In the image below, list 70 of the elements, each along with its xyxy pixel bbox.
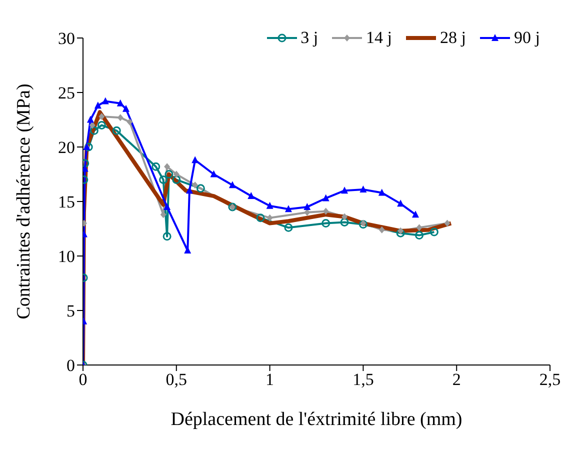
point bbox=[322, 208, 329, 215]
point bbox=[164, 202, 171, 210]
y-tick-label: 30 bbox=[58, 29, 75, 48]
point bbox=[284, 205, 292, 212]
point bbox=[341, 186, 348, 194]
point bbox=[396, 228, 405, 238]
point bbox=[102, 97, 109, 104]
point bbox=[444, 220, 450, 227]
y-tick-label: 25 bbox=[58, 84, 75, 103]
point bbox=[173, 170, 180, 178]
point bbox=[228, 181, 236, 188]
point bbox=[322, 194, 330, 202]
point bbox=[266, 202, 274, 209]
point bbox=[164, 170, 174, 178]
point bbox=[340, 218, 349, 226]
point bbox=[342, 213, 348, 220]
point bbox=[398, 227, 404, 234]
y-tick-label: 15 bbox=[58, 192, 75, 212]
y-tick-label: 0 bbox=[66, 356, 75, 376]
point bbox=[84, 142, 93, 152]
x-tick-label: 0,5 bbox=[166, 370, 188, 390]
point bbox=[397, 200, 404, 207]
x-tick-label: 1 bbox=[266, 370, 274, 390]
x-tick-label: 1,5 bbox=[352, 370, 374, 390]
point bbox=[94, 102, 102, 109]
point bbox=[304, 202, 311, 210]
x-axis-title: Déplacement de l'éxtrimité libre (mm) bbox=[170, 409, 462, 430]
point bbox=[117, 114, 124, 122]
point bbox=[159, 175, 168, 184]
point bbox=[112, 126, 121, 135]
legend-label: 14 j bbox=[366, 28, 392, 48]
point bbox=[266, 214, 273, 222]
point bbox=[192, 156, 199, 164]
point bbox=[360, 186, 367, 193]
x-tick-label: 2,5 bbox=[539, 370, 561, 390]
y-tick-label: 5 bbox=[66, 302, 75, 321]
point bbox=[98, 112, 105, 120]
x-tick-label: 0 bbox=[78, 370, 88, 390]
point bbox=[126, 118, 133, 126]
point bbox=[430, 228, 438, 236]
point bbox=[186, 186, 193, 194]
point bbox=[86, 116, 94, 123]
point bbox=[164, 163, 170, 170]
point bbox=[256, 214, 265, 222]
legend-label: 90 j bbox=[514, 28, 540, 48]
point bbox=[378, 188, 386, 196]
point bbox=[89, 122, 96, 129]
point bbox=[378, 226, 385, 234]
point bbox=[210, 170, 218, 178]
point bbox=[416, 224, 422, 232]
legend-label: 28 j bbox=[440, 28, 466, 48]
point bbox=[412, 210, 420, 218]
legend-label: 3 j bbox=[300, 28, 318, 48]
y-tick-label: 10 bbox=[58, 247, 75, 266]
point bbox=[172, 175, 181, 184]
y-tick-label: 20 bbox=[58, 138, 75, 158]
point bbox=[97, 120, 106, 130]
point bbox=[152, 162, 160, 171]
point bbox=[192, 182, 198, 189]
point bbox=[162, 232, 172, 241]
point bbox=[248, 192, 255, 200]
point bbox=[122, 104, 130, 112]
point bbox=[414, 231, 424, 240]
y-axis-title: Contraintes d'adhérence (MPa) bbox=[14, 84, 35, 320]
point bbox=[196, 184, 205, 193]
point bbox=[116, 99, 124, 106]
point bbox=[90, 126, 98, 135]
point bbox=[322, 219, 330, 228]
point bbox=[284, 223, 293, 232]
x-tick-label: 2 bbox=[452, 370, 461, 390]
